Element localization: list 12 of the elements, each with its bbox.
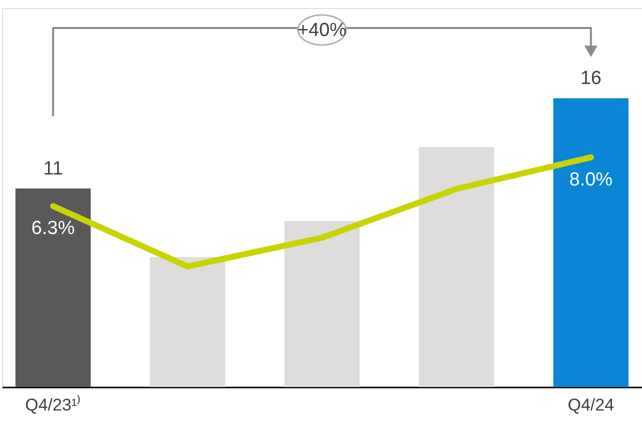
x-tick-label: Q4/23¹⁾ xyxy=(25,394,82,414)
annotation: +40% xyxy=(297,20,347,41)
data-label: 8.0% xyxy=(569,169,613,190)
data-label: 11 xyxy=(43,158,63,180)
bar xyxy=(418,146,494,387)
bar xyxy=(284,220,360,387)
data-label: 16 xyxy=(580,68,602,90)
data-label: 6.3% xyxy=(31,218,75,240)
bar xyxy=(15,188,91,387)
x-tick-label: Q4/24 xyxy=(568,396,614,414)
bar xyxy=(150,257,226,387)
bar xyxy=(553,98,629,387)
